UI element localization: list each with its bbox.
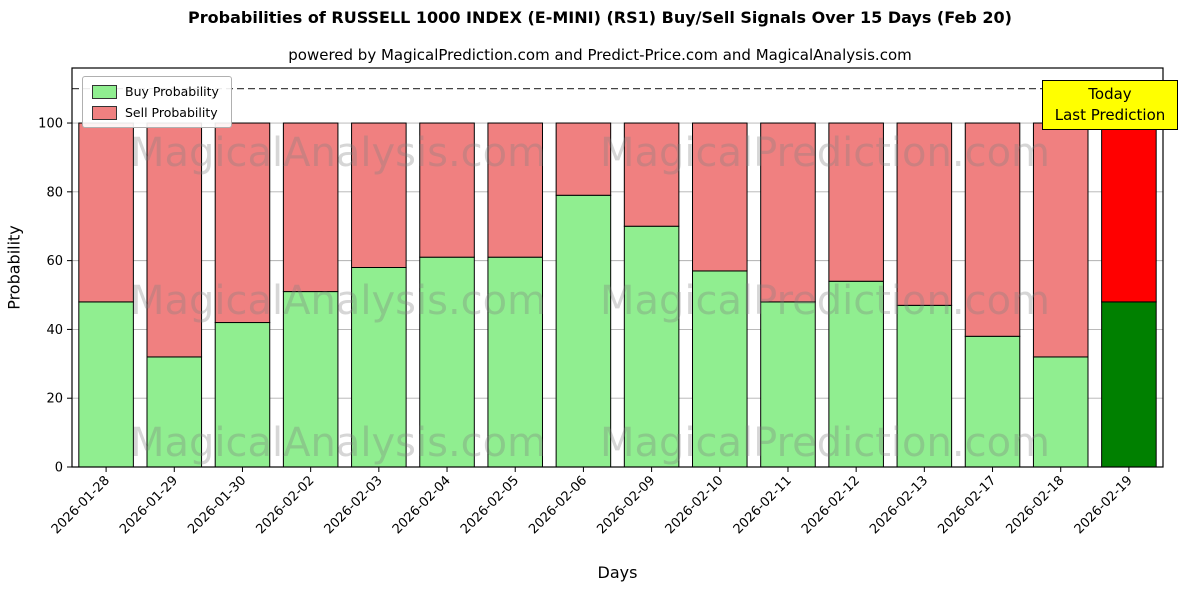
- bar-sell-15: [1101, 122, 1157, 303]
- bar-buy-6: [487, 256, 543, 468]
- legend-item-sell: Sell Probability: [92, 105, 219, 120]
- x-tick-label: 2026-02-06: [526, 473, 590, 537]
- chart-subtitle: powered by MagicalPrediction.com and Pre…: [288, 46, 912, 64]
- x-tick-label: 2026-02-18: [1004, 473, 1068, 537]
- y-tick-label: 60: [46, 254, 63, 269]
- bar-buy-10: [760, 301, 816, 468]
- legend-item-buy: Buy Probability: [92, 84, 219, 99]
- x-tick-label: 2026-02-04: [390, 473, 454, 537]
- x-axis-label: Days: [597, 563, 638, 582]
- x-tick-label: 2026-02-13: [867, 473, 931, 537]
- bar-buy-0: [78, 301, 134, 468]
- chart-title: Probabilities of RUSSELL 1000 INDEX (E-M…: [188, 8, 1012, 27]
- x-tick-label: 2026-01-29: [117, 473, 181, 537]
- x-tick-label: 2026-02-03: [322, 473, 386, 537]
- x-tick-label: 2026-02-19: [1072, 473, 1136, 537]
- x-tick-label: 2026-02-09: [594, 473, 658, 537]
- bar-sell-13: [964, 122, 1021, 337]
- bar-sell-10: [760, 122, 816, 303]
- buy-swatch-icon: [92, 84, 117, 99]
- y-tick-label: 20: [46, 392, 63, 407]
- bar-sell-5: [419, 122, 475, 258]
- y-axis-label: Probability: [4, 225, 24, 310]
- bar-sell-1: [146, 122, 203, 358]
- bar-sell-0: [78, 122, 134, 303]
- today-annotation: Today Last Prediction: [1042, 80, 1178, 130]
- bar-buy-1: [146, 356, 203, 468]
- bar-sell-8: [623, 122, 680, 227]
- bar-buy-4: [351, 267, 407, 468]
- bar-sell-3: [282, 122, 339, 293]
- bar-sell-7: [555, 122, 612, 196]
- bar-buy-3: [282, 291, 339, 468]
- bar-buy-13: [964, 335, 1021, 468]
- annotation-line1: Today: [1088, 85, 1132, 103]
- bar-buy-14: [1032, 356, 1089, 468]
- bar-sell-6: [487, 122, 543, 258]
- legend-label-buy: Buy Probability: [125, 84, 219, 99]
- annotation-line2: Last Prediction: [1054, 106, 1166, 124]
- x-tick-label: 2026-02-02: [253, 473, 317, 537]
- bar-buy-5: [419, 256, 475, 468]
- bar-sell-2: [214, 122, 271, 324]
- bar-sell-11: [828, 122, 884, 282]
- y-tick-label: 80: [46, 185, 63, 200]
- plot-border: [71, 67, 1164, 468]
- bar-buy-15: [1101, 301, 1157, 468]
- bar-buy-8: [623, 225, 680, 468]
- x-tick-label: 2026-02-10: [663, 473, 727, 537]
- y-tick-label: 100: [38, 117, 63, 132]
- x-tick-label: 2026-01-30: [185, 473, 249, 537]
- bar-sell-9: [692, 122, 748, 272]
- legend: Buy Probability Sell Probability: [82, 76, 232, 128]
- bar-buy-9: [692, 270, 748, 468]
- legend-label-sell: Sell Probability: [125, 105, 218, 120]
- bar-sell-4: [351, 122, 407, 268]
- bar-sell-12: [896, 122, 953, 306]
- x-tick-label: 2026-02-12: [799, 473, 863, 537]
- bar-buy-12: [896, 304, 953, 468]
- y-tick-label: 40: [46, 323, 63, 338]
- sell-swatch-icon: [92, 105, 117, 120]
- bar-buy-11: [828, 280, 884, 468]
- bar-sell-14: [1032, 122, 1089, 358]
- y-tick-label: 0: [55, 461, 63, 476]
- bar-buy-7: [555, 194, 612, 468]
- x-tick-label: 2026-01-28: [49, 473, 113, 537]
- bar-buy-2: [214, 322, 271, 468]
- x-tick-label: 2026-02-11: [731, 473, 795, 537]
- x-tick-label: 2026-02-05: [458, 473, 522, 537]
- x-tick-label: 2026-02-17: [935, 473, 999, 537]
